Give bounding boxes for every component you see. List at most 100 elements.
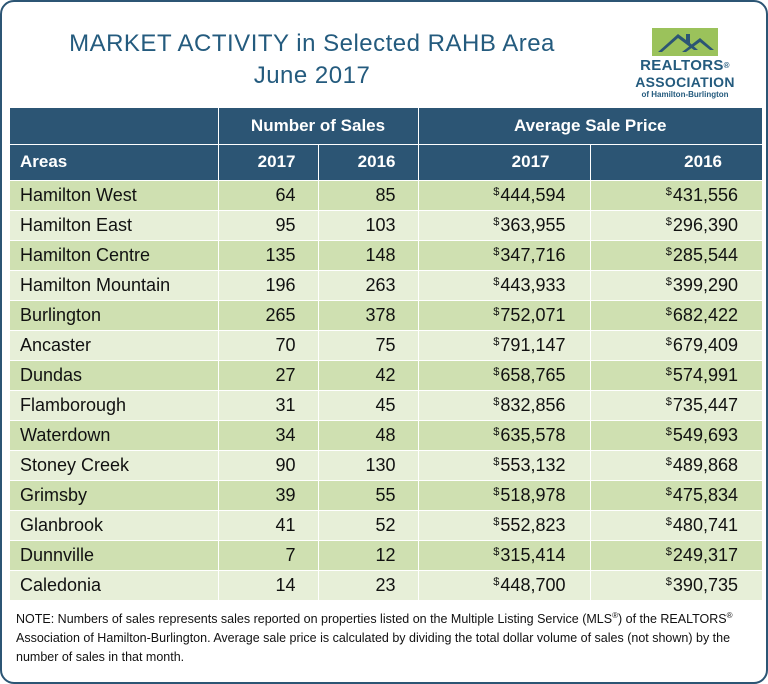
- cell-sales-2016: 55: [317, 479, 418, 510]
- table-row: Grimsby 39 55 $518,978 $475,834: [10, 479, 762, 510]
- cell-sales-2016: 263: [317, 269, 418, 300]
- price-value: 518,978: [500, 484, 566, 505]
- cell-area: Dundas: [10, 359, 218, 390]
- logo-text-association: ASSOCIATION: [635, 74, 735, 90]
- cell-sales-2017: 39: [217, 479, 318, 510]
- currency-symbol: $: [493, 515, 500, 528]
- price-value: 443,933: [500, 274, 566, 295]
- group-header-blank: [10, 108, 218, 144]
- currency-symbol: $: [493, 545, 500, 558]
- cell-price-2016: $390,735: [589, 569, 762, 600]
- group-header-price: Average Sale Price: [417, 108, 762, 144]
- cell-price-2017: $635,578: [417, 419, 590, 450]
- cell-price-2017: $443,933: [417, 269, 590, 300]
- cell-price-2017: $553,132: [417, 449, 590, 480]
- cell-price-2016: $399,290: [589, 269, 762, 300]
- currency-symbol: $: [665, 425, 672, 438]
- currency-symbol: $: [493, 215, 500, 228]
- price-value: 249,317: [672, 544, 738, 565]
- cell-price-2016: $735,447: [589, 389, 762, 420]
- table-row: Burlington 265 378 $752,071 $682,422: [10, 299, 762, 330]
- currency-symbol: $: [665, 575, 672, 588]
- table-row: Glanbrook 41 52 $552,823 $480,741: [10, 509, 762, 540]
- price-value: 296,390: [672, 214, 738, 235]
- logo-text-realtors: REALTORS®: [640, 57, 730, 74]
- cell-sales-2017: 265: [217, 299, 318, 330]
- cell-sales-2016: 148: [317, 239, 418, 270]
- price-value: 431,556: [672, 184, 738, 205]
- cell-price-2016: $682,422: [589, 299, 762, 330]
- cell-price-2016: $549,693: [589, 419, 762, 450]
- price-value: 399,290: [672, 274, 738, 295]
- table-row: Hamilton West 64 85 $444,594 $431,556: [10, 179, 762, 210]
- cell-sales-2016: 12: [317, 539, 418, 570]
- cell-sales-2016: 45: [317, 389, 418, 420]
- price-value: 679,409: [672, 334, 738, 355]
- cell-sales-2016: 130: [317, 449, 418, 480]
- group-header-sales: Number of Sales: [217, 108, 418, 144]
- cell-area: Glanbrook: [10, 509, 218, 540]
- price-value: 832,856: [500, 394, 566, 415]
- table-column-header-row: Areas 2017 2016 2017 2016: [10, 143, 762, 180]
- market-activity-table: Number of Sales Average Sale Price Areas…: [10, 108, 762, 600]
- price-value: 735,447: [672, 394, 738, 415]
- cell-sales-2016: 75: [317, 329, 418, 360]
- table-row: Hamilton Mountain 196 263 $443,933 $399,290: [10, 269, 762, 300]
- table-body: Hamilton West 64 85 $444,594 $431,556 Hamilto…: [10, 179, 762, 600]
- cell-sales-2017: 70: [217, 329, 318, 360]
- cell-sales-2017: 90: [217, 449, 318, 480]
- cell-price-2017: $363,955: [417, 209, 590, 240]
- realtors-association-logo: REALTORS® ASSOCIATION of Hamilton-Burlin…: [624, 28, 746, 104]
- price-value: 791,147: [500, 334, 566, 355]
- cell-area: Grimsby: [10, 479, 218, 510]
- price-value: 752,071: [500, 304, 566, 325]
- cell-price-2017: $752,071: [417, 299, 590, 330]
- currency-symbol: $: [493, 425, 500, 438]
- cell-area: Ancaster: [10, 329, 218, 360]
- cell-area: Flamborough: [10, 389, 218, 420]
- cell-price-2017: $832,856: [417, 389, 590, 420]
- cell-area: Burlington: [10, 299, 218, 330]
- cell-price-2017: $791,147: [417, 329, 590, 360]
- price-value: 553,132: [500, 454, 566, 475]
- cell-price-2016: $489,868: [589, 449, 762, 480]
- currency-symbol: $: [493, 185, 500, 198]
- price-value: 448,700: [500, 574, 566, 595]
- currency-symbol: $: [665, 545, 672, 558]
- cell-price-2016: $431,556: [589, 179, 762, 210]
- table-row: Dunnville 7 12 $315,414 $249,317: [10, 539, 762, 570]
- cell-price-2016: $285,544: [589, 239, 762, 270]
- cell-sales-2016: 42: [317, 359, 418, 390]
- price-value: 635,578: [500, 424, 566, 445]
- currency-symbol: $: [665, 485, 672, 498]
- column-header-sales-2017: 2017: [217, 143, 318, 180]
- currency-symbol: $: [493, 335, 500, 348]
- cell-price-2017: $552,823: [417, 509, 590, 540]
- table-row: Flamborough 31 45 $832,856 $735,447: [10, 389, 762, 420]
- cell-price-2016: $480,741: [589, 509, 762, 540]
- cell-area: Hamilton West: [10, 179, 218, 210]
- table-row: Waterdown 34 48 $635,578 $549,693: [10, 419, 762, 450]
- price-value: 682,422: [672, 304, 738, 325]
- cell-price-2017: $444,594: [417, 179, 590, 210]
- house-roof-icon: [652, 28, 718, 56]
- table-row: Hamilton Centre 135 148 $347,716 $285,544: [10, 239, 762, 270]
- currency-symbol: $: [493, 245, 500, 258]
- cell-sales-2016: 378: [317, 299, 418, 330]
- cell-sales-2016: 48: [317, 419, 418, 450]
- cell-area: Stoney Creek: [10, 449, 218, 480]
- currency-symbol: $: [493, 365, 500, 378]
- currency-symbol: $: [665, 245, 672, 258]
- table-row: Ancaster 70 75 $791,147 $679,409: [10, 329, 762, 360]
- currency-symbol: $: [493, 455, 500, 468]
- cell-price-2016: $249,317: [589, 539, 762, 570]
- table-row: Caledonia 14 23 $448,700 $390,735: [10, 569, 762, 600]
- price-value: 390,735: [672, 574, 738, 595]
- cell-sales-2016: 52: [317, 509, 418, 540]
- price-value: 549,693: [672, 424, 738, 445]
- cell-price-2017: $315,414: [417, 539, 590, 570]
- footnote: NOTE: Numbers of sales represents sales …: [16, 611, 733, 665]
- cell-area: Waterdown: [10, 419, 218, 450]
- cell-sales-2017: 34: [217, 419, 318, 450]
